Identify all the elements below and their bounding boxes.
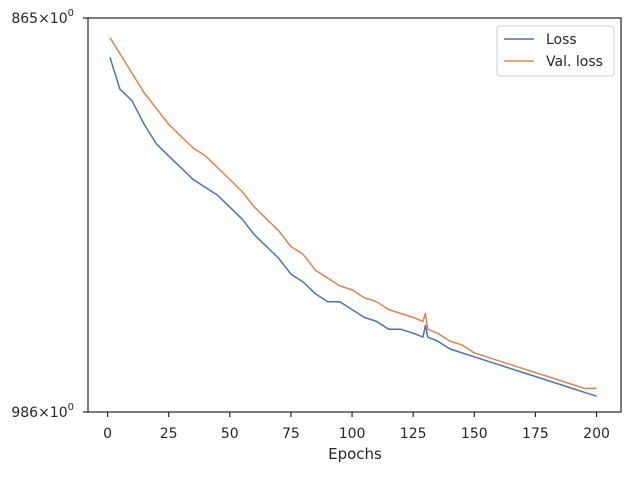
y-axis: 865×100 986×100 [11, 8, 88, 421]
x-tick-label: 25 [160, 426, 178, 442]
x-tick-label: 0 [103, 426, 112, 442]
series-line-1 [109, 57, 597, 397]
x-tick-label: 150 [461, 426, 488, 442]
x-tick-label: 175 [522, 426, 549, 442]
y-tick-label: 865×100 [11, 8, 74, 27]
x-tick-label: 100 [339, 426, 366, 442]
plot-area [87, 17, 622, 413]
x-tick-label: 125 [400, 426, 427, 442]
x-tick-label: 75 [282, 426, 300, 442]
y-tick-label: 986×100 [11, 402, 74, 421]
series-lines [109, 37, 597, 397]
x-axis-title: Epochs [328, 445, 382, 463]
x-tick-label: 50 [221, 426, 239, 442]
legend-label: Loss [546, 32, 577, 48]
x-tick-label: 200 [583, 426, 610, 442]
x-axis: 0 25 50 75 100 125 150 175 200 [103, 412, 610, 442]
legend-label: Val. loss [546, 54, 603, 70]
series-line-2 [109, 37, 597, 390]
legend: Loss Val. loss [496, 25, 615, 77]
